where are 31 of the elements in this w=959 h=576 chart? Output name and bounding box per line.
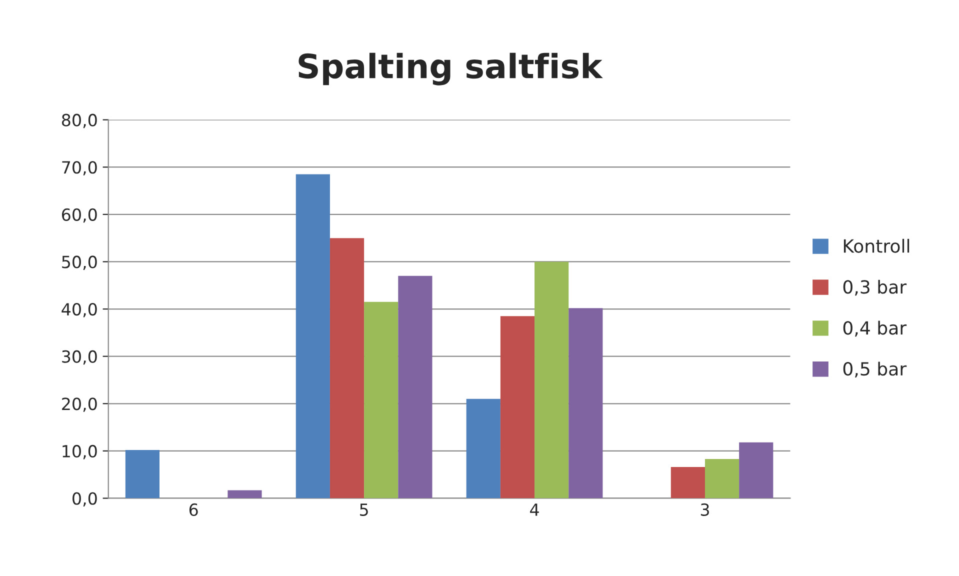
y-tick-label: 70,0 xyxy=(62,161,97,176)
y-tick-label: 0,0 xyxy=(72,492,97,507)
legend-label: 0,3 bar xyxy=(843,280,907,296)
bar xyxy=(568,308,603,498)
chart-title: Spalting saltfisk xyxy=(298,52,603,86)
bar xyxy=(704,458,740,498)
y-tick-label: 60,0 xyxy=(62,208,97,223)
legend-label: 0,4 bar xyxy=(843,320,907,337)
y-tick-label: 40,0 xyxy=(62,302,97,318)
bar xyxy=(296,174,330,498)
x-tick-label: 4 xyxy=(530,504,539,516)
bar xyxy=(125,450,160,498)
y-tick-label: 80,0 xyxy=(62,114,97,128)
y-tick-label: 30,0 xyxy=(62,350,97,365)
bar xyxy=(364,302,398,498)
y-tick-label: 20,0 xyxy=(62,398,97,412)
bar xyxy=(500,316,535,498)
bar xyxy=(739,442,774,498)
x-tick-label: 3 xyxy=(700,503,709,516)
bar xyxy=(466,398,500,498)
y-tick-label: 10,0 xyxy=(62,444,97,460)
bar xyxy=(330,238,364,498)
bar xyxy=(534,262,569,498)
legend-label: 0,5 bar xyxy=(843,362,907,378)
bar xyxy=(670,467,705,498)
x-tick-label: 6 xyxy=(189,503,198,516)
x-tick-label: 5 xyxy=(360,504,368,516)
bar xyxy=(398,276,432,498)
legend-label: Kontroll xyxy=(844,238,910,253)
bar xyxy=(228,490,262,498)
y-tick-label: 50,0 xyxy=(62,256,97,270)
